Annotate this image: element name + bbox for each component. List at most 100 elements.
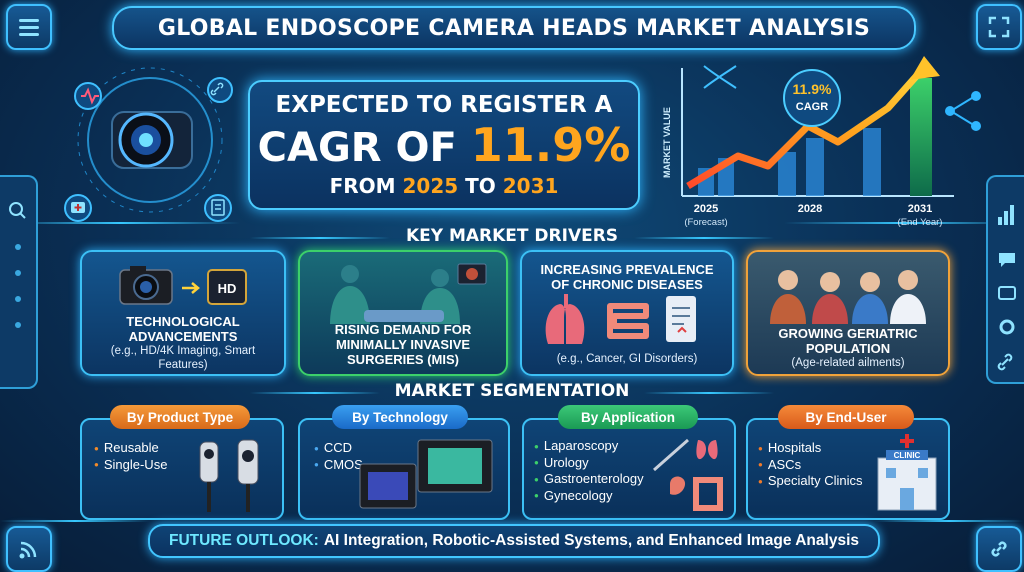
organs-icon bbox=[653, 438, 723, 511]
list-item: ASCs bbox=[758, 457, 863, 474]
driver-title: INCREASING PREVALENCE OF CHRONIC DISEASE… bbox=[540, 262, 714, 292]
organs-illustration bbox=[545, 294, 696, 344]
segment-label: By End-User bbox=[778, 405, 914, 429]
cagr-badge bbox=[783, 69, 841, 127]
clinic-building-icon: CLINIC bbox=[877, 434, 937, 511]
menu-button[interactable] bbox=[6, 4, 52, 50]
segment-card-end-user: Hospitals ASCs Specialty Clinics CLINIC bbox=[746, 418, 950, 520]
future-outlook-bar: FUTURE OUTLOOK: AI Integration, Robotic-… bbox=[148, 524, 880, 558]
driver-card-geriatric: GROWING GERIATRIC POPULATION (Age-relate… bbox=[746, 250, 950, 376]
side-panel-icons bbox=[9, 202, 26, 328]
chart-bar bbox=[806, 138, 824, 196]
elderly-people-illustration bbox=[770, 270, 926, 324]
chart-tick-year: 2028 bbox=[798, 203, 822, 215]
side-panel-icons bbox=[997, 205, 1016, 371]
cagr-badge-label: CAGR bbox=[796, 101, 828, 113]
list-item: Gastroenterology bbox=[534, 471, 644, 488]
cagr-prefix: CAGR OF bbox=[257, 125, 457, 171]
driver-subtitle: (e.g., Cancer, GI Disorders) bbox=[556, 353, 698, 365]
cagr-badge-value: 11.9% bbox=[793, 81, 832, 97]
heading-divider bbox=[250, 392, 380, 394]
driver-card-technology: HD TECHNOLOGICAL ADVANCEMENTS (e.g., HD/… bbox=[80, 250, 286, 376]
chart-y-label: MARKET VALUE bbox=[662, 107, 672, 178]
chart-tick-note: (End Year) bbox=[898, 217, 943, 228]
outlook-label: FUTURE OUTLOOK: bbox=[169, 532, 319, 549]
segmentation-heading: MARKET SEGMENTATION bbox=[394, 381, 630, 401]
link-icon bbox=[991, 541, 1007, 557]
driver-card-mis: RISING DEMAND FOR MINIMALLY INVASIVE SUR… bbox=[298, 250, 508, 376]
chart-tick-note: (Forecast) bbox=[684, 217, 727, 228]
list-item: Hospitals bbox=[758, 440, 863, 457]
cagr-line2: CAGR OF 11.9% bbox=[250, 118, 638, 172]
growth-chart: MARKET VALUE 11.9% CAGR 2025(Forecast)20… bbox=[662, 56, 954, 228]
page-title: GLOBAL ENDOSCOPE CAMERA HEADS MARKET ANA… bbox=[157, 15, 871, 41]
list-item: Specialty Clinics bbox=[758, 473, 863, 490]
driver-title: GROWING GERIATRIC POPULATION bbox=[778, 326, 918, 356]
expand-icon bbox=[988, 16, 1010, 38]
heading-divider bbox=[644, 392, 774, 394]
chart-bar bbox=[863, 128, 881, 196]
chart-bar bbox=[778, 152, 796, 196]
driver-title: TECHNOLOGICAL ADVANCEMENTS bbox=[126, 314, 240, 344]
dna-icon bbox=[703, 65, 737, 89]
fullscreen-button[interactable] bbox=[976, 4, 1022, 50]
hd-badge-text: HD bbox=[218, 281, 237, 296]
driver-subtitle: (e.g., HD/4K Imaging, Smart Features) bbox=[110, 345, 256, 371]
surgeons-illustration bbox=[330, 263, 487, 324]
segment-list: CCD CMOS bbox=[314, 440, 363, 473]
wifi-button[interactable] bbox=[6, 526, 52, 572]
camera-chip-icon: HD bbox=[119, 266, 247, 305]
cagr-period: FROM 2025 TO 2031 bbox=[250, 174, 638, 198]
signal-icon bbox=[19, 541, 37, 559]
circuit-line bbox=[874, 520, 1024, 522]
link-button[interactable] bbox=[976, 526, 1022, 572]
segment-card-technology: CCD CMOS bbox=[298, 418, 510, 520]
clinic-sign-text: CLINIC bbox=[894, 451, 921, 460]
segment-list: Laparoscopy Urology Gastroenterology Gyn… bbox=[534, 438, 644, 504]
cagr-end-year: 2031 bbox=[502, 174, 559, 198]
segment-label: By Technology bbox=[332, 405, 468, 429]
circuit-line bbox=[0, 222, 240, 224]
list-item: Reusable bbox=[94, 440, 167, 457]
segment-list: Hospitals ASCs Specialty Clinics bbox=[758, 440, 863, 490]
chart-tick-year: 2031 bbox=[908, 203, 932, 215]
segment-label: By Product Type bbox=[110, 405, 250, 429]
sensor-chip-icon bbox=[359, 439, 493, 509]
molecule-icon bbox=[945, 91, 981, 131]
arrow-head-icon bbox=[910, 56, 940, 80]
camera-head-icon bbox=[199, 439, 259, 512]
driver-title: RISING DEMAND FOR MINIMALLY INVASIVE SUR… bbox=[334, 322, 472, 367]
heading-divider bbox=[634, 237, 774, 239]
camera-lens-illustration bbox=[64, 67, 233, 222]
segment-list: Reusable Single-Use bbox=[94, 440, 168, 474]
circuit-line bbox=[784, 222, 1024, 224]
outlook-text: AI Integration, Robotic-Assisted Systems… bbox=[323, 532, 859, 549]
circuit-line bbox=[0, 520, 150, 522]
segment-card-application: Laparoscopy Urology Gastroenterology Gyn… bbox=[522, 418, 736, 520]
cagr-line1: EXPECTED TO REGISTER A bbox=[275, 92, 613, 118]
left-side-panel bbox=[0, 175, 38, 389]
cagr-value: 11.9% bbox=[470, 118, 631, 172]
segment-card-product-type: Reusable Single-Use bbox=[80, 418, 284, 520]
right-side-panel bbox=[986, 175, 1024, 384]
driver-subtitle: (Age-related ailments) bbox=[791, 357, 905, 369]
list-item: CCD bbox=[314, 440, 363, 457]
cagr-start-year: 2025 bbox=[402, 174, 459, 198]
chart-ticks: 2025 (Forecast) 2028 2031 (End Year) bbox=[684, 203, 942, 228]
list-item: CMOS bbox=[314, 457, 363, 474]
hamburger-icon bbox=[19, 19, 39, 36]
list-item: Laparoscopy bbox=[534, 438, 644, 455]
title-banner: GLOBAL ENDOSCOPE CAMERA HEADS MARKET ANA… bbox=[112, 6, 916, 50]
chart-tick-year: 2025 bbox=[694, 203, 718, 215]
heading-divider bbox=[250, 237, 390, 239]
list-item: Urology bbox=[534, 455, 644, 472]
cagr-from: FROM bbox=[329, 174, 396, 198]
driver-card-chronic: INCREASING PREVALENCE OF CHRONIC DISEASE… bbox=[520, 250, 734, 376]
list-item: Gynecology bbox=[534, 488, 644, 505]
cagr-to: TO bbox=[465, 174, 496, 198]
chart-bar bbox=[910, 78, 932, 196]
segment-label: By Application bbox=[558, 405, 698, 429]
cagr-card: EXPECTED TO REGISTER A CAGR OF 11.9% FRO… bbox=[248, 80, 640, 210]
list-item: Single-Use bbox=[94, 457, 168, 474]
drivers-heading: KEY MARKET DRIVERS bbox=[405, 226, 619, 246]
